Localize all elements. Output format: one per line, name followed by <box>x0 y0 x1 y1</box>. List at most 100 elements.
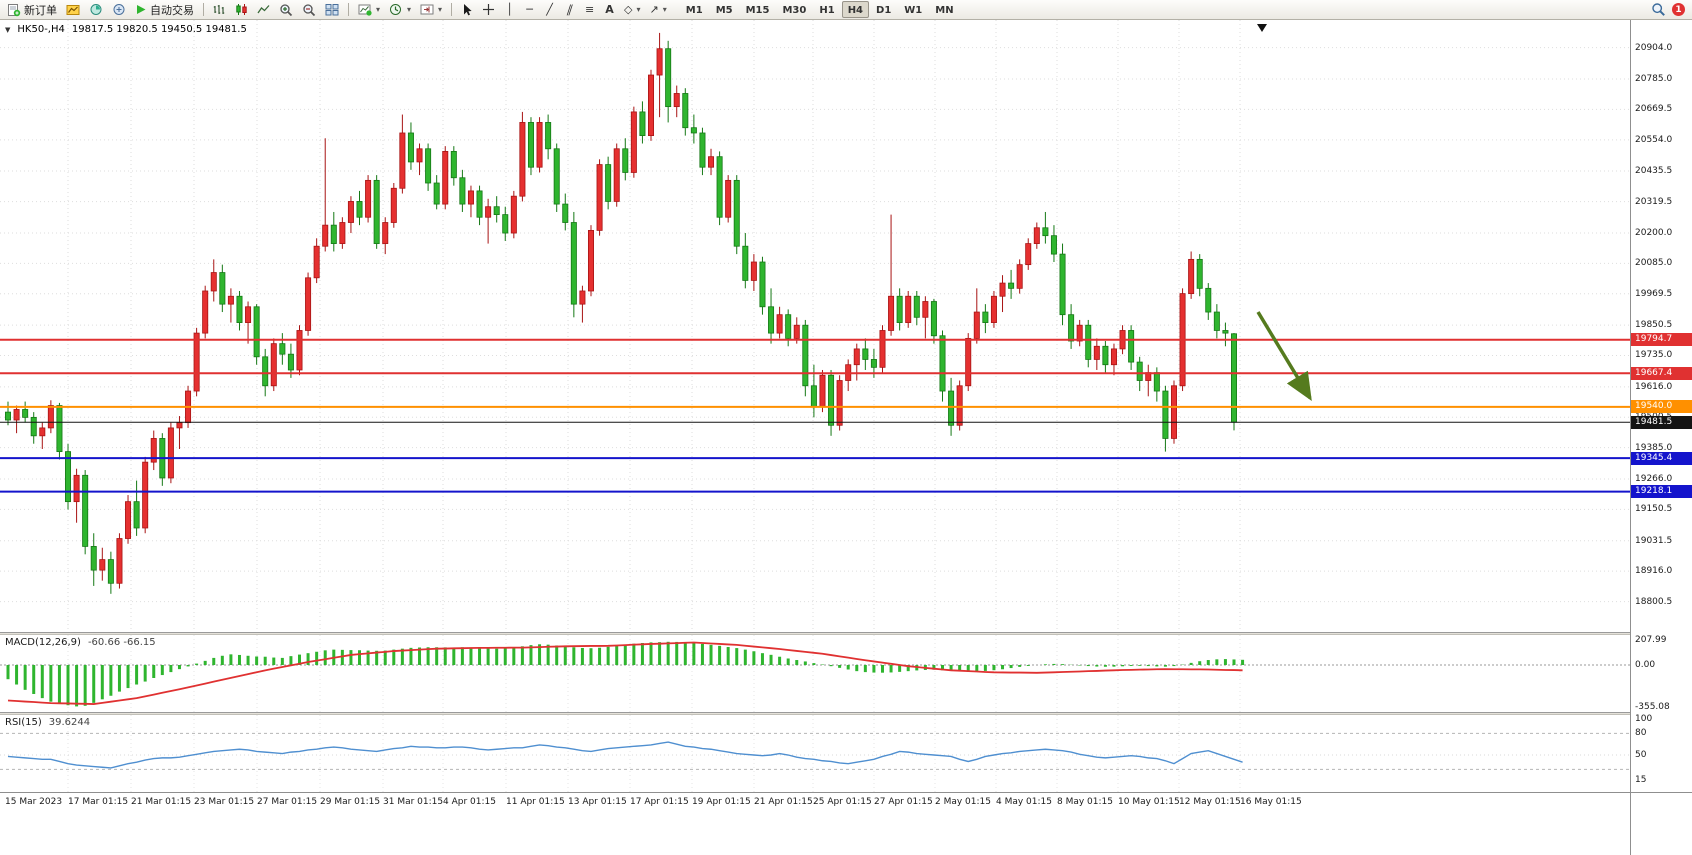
crosshair-tool-button[interactable] <box>478 1 499 19</box>
trend-arrow[interactable] <box>1256 311 1312 401</box>
timeframe-button-MN[interactable]: MN <box>935 5 954 16</box>
candlestick-type-button[interactable] <box>231 1 252 19</box>
rsi-panel[interactable]: RSI(15) 39.6244 <box>0 715 1630 792</box>
zoom-in-button[interactable] <box>275 1 297 19</box>
time-axis-label: 4 May 01:15 <box>996 797 1052 807</box>
market-watch-button[interactable] <box>85 1 107 19</box>
price-axis-label: 20200.0 <box>1635 228 1673 239</box>
channel-tool-button[interactable]: ∥ <box>560 1 579 19</box>
new-chart-button[interactable]: ▾ <box>354 1 384 19</box>
tile-windows-icon <box>325 4 339 16</box>
price-axis-label: 20435.5 <box>1635 166 1673 177</box>
new-order-label: 新订单 <box>24 3 57 17</box>
channel-icon: ∥ <box>564 2 575 16</box>
new-chart-icon <box>358 4 372 16</box>
bar-chart-type-button[interactable] <box>209 1 230 19</box>
price-axis-label: 100 <box>1635 714 1653 724</box>
data-window-icon <box>113 4 125 15</box>
panel-divider[interactable] <box>0 712 1630 715</box>
price-axis-label: 20085.0 <box>1635 258 1673 269</box>
line-chart-icon <box>257 5 270 14</box>
auto-scroll-button[interactable]: ▾ <box>385 1 415 19</box>
time-axis-label: 17 Mar 01:15 <box>68 797 129 807</box>
shapes-tool-button[interactable]: ◇ ▾ <box>620 1 644 19</box>
line-chart-type-button[interactable] <box>253 1 274 19</box>
cursor-tool-button[interactable] <box>457 1 477 19</box>
panel-divider[interactable] <box>0 632 1630 635</box>
price-axis-label: 19616.0 <box>1635 381 1673 392</box>
macd-gridlines <box>0 635 1630 712</box>
toolbar-separator <box>203 3 204 16</box>
timeframe-button-M15[interactable]: M15 <box>745 5 770 16</box>
candlestick-chart[interactable] <box>0 20 1630 632</box>
notification-badge[interactable]: 1 <box>1672 3 1685 16</box>
timeframe-button-W1[interactable]: W1 <box>904 5 923 16</box>
main-toolbar: 新订单 自动交易 <box>0 0 1692 20</box>
auto-trading-button[interactable]: 自动交易 <box>131 1 198 19</box>
dropdown-icon: ▾ <box>376 5 381 14</box>
time-axis-label: 10 May 01:15 <box>1118 797 1180 807</box>
time-axis-label: 16 May 01:15 <box>1240 797 1302 807</box>
price-axis-label: 20904.0 <box>1635 42 1673 53</box>
price-axis-label: 80 <box>1635 728 1647 739</box>
price-level-badge: 19481.5 <box>1631 415 1692 429</box>
auto-scroll-clock-icon <box>390 4 402 15</box>
bar-chart-icon <box>213 5 225 14</box>
macd-signal-line <box>7 641 1243 705</box>
dropdown-icon: ▾ <box>662 5 667 14</box>
gridlines-layer <box>0 20 1630 632</box>
trendline-icon: ╱ <box>546 2 553 16</box>
series-end-marker <box>1257 24 1267 32</box>
dropdown-icon: ▾ <box>407 5 412 14</box>
price-axis-label: 19385.0 <box>1635 442 1673 453</box>
search-icon[interactable] <box>1651 2 1666 17</box>
zoom-out-button[interactable] <box>298 1 320 19</box>
horizontal-line-tool-button[interactable]: ─ <box>520 1 539 19</box>
price-axis-label: 20669.5 <box>1635 104 1673 115</box>
data-window-button[interactable] <box>108 1 130 19</box>
price-axis[interactable]: 20904.0 20785.0 20669.5 20554.0 20435.5 20319… <box>1630 20 1692 792</box>
macd-panel[interactable]: MACD(12,26,9) -60.66 -66.15 <box>0 635 1630 712</box>
crosshair-icon <box>483 4 495 15</box>
rsi-gridlines <box>0 715 1630 792</box>
zoom-in-icon <box>280 3 293 16</box>
time-axis-label: 31 Mar 01:15 <box>383 797 444 807</box>
price-axis-label: 20785.0 <box>1635 73 1673 84</box>
new-order-button[interactable]: 新订单 <box>3 1 61 19</box>
rsi-plot <box>0 715 1630 792</box>
arrows-tool-button[interactable]: ↗ ▾ <box>646 1 671 19</box>
timeframe-button-H1[interactable]: H1 <box>819 5 835 16</box>
toolbar-separator <box>348 3 349 16</box>
price-axis-label: 0.00 <box>1635 660 1656 670</box>
timeframe-button-M1[interactable]: M1 <box>685 5 703 16</box>
price-level-badge: 19345.4 <box>1631 451 1692 465</box>
timeframe-button-D1[interactable]: D1 <box>876 5 892 16</box>
time-axis-label: 19 Apr 01:15 <box>692 797 751 807</box>
price-level-badge: 19540.0 <box>1631 400 1692 414</box>
vertical-line-tool-button[interactable]: │ <box>500 1 519 19</box>
charts-group-button[interactable] <box>62 1 84 19</box>
time-axis-label: 21 Mar 01:15 <box>131 797 192 807</box>
dropdown-icon: ▾ <box>636 5 641 14</box>
macd-histogram <box>6 641 1245 707</box>
timeframe-button-M30[interactable]: M30 <box>782 5 807 16</box>
arrows-icon: ↗ <box>649 2 659 16</box>
horizontal-line-icon: ─ <box>526 2 533 16</box>
dropdown-icon: ▾ <box>438 5 443 14</box>
chart-shift-button[interactable]: ▾ <box>416 1 446 19</box>
price-axis-label: 18800.5 <box>1635 596 1673 607</box>
time-axis[interactable]: 15 Mar 2023 17 Mar 01:15 21 Mar 01:15 23 Ma… <box>0 792 1630 855</box>
tile-windows-button[interactable] <box>321 1 343 19</box>
timeframe-button-H4[interactable]: H4 <box>841 1 870 18</box>
text-tool-button[interactable]: A <box>600 1 619 19</box>
price-axis-label: -355.08 <box>1635 702 1670 712</box>
time-axis-label: 2 May 01:15 <box>935 797 991 807</box>
fibonacci-tool-button[interactable]: ≡ <box>580 1 599 19</box>
auto-trading-play-icon <box>137 5 146 14</box>
time-axis-label: 12 May 01:15 <box>1179 797 1241 807</box>
price-axis-label: 19850.5 <box>1635 320 1673 331</box>
time-axis-label: 17 Apr 01:15 <box>630 797 689 807</box>
candles-layer <box>5 32 1238 594</box>
timeframe-button-M5[interactable]: M5 <box>715 5 733 16</box>
trendline-tool-button[interactable]: ╱ <box>540 1 559 19</box>
